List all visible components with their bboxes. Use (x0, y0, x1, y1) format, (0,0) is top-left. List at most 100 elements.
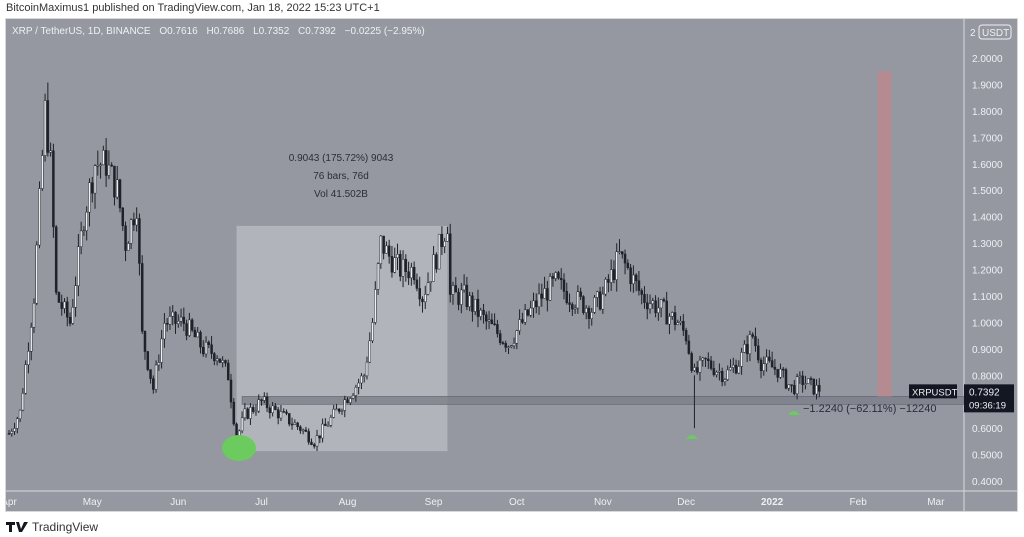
candle-body (557, 272, 560, 279)
price-tick-label: 0.4000 (972, 477, 1003, 488)
candle-body (368, 340, 371, 363)
candle-body (657, 307, 660, 314)
candle-body (587, 307, 591, 319)
candle-body (71, 307, 75, 324)
symbol-label[interactable]: XRP / TetherUS, 1D, BINANCE (12, 26, 151, 37)
candle-body (324, 423, 327, 426)
candle-body (779, 368, 782, 378)
current-low-marker (788, 411, 800, 415)
candle-body (271, 405, 274, 414)
candle-body (7, 433, 11, 435)
candle-body (177, 320, 180, 324)
candle-body (687, 340, 691, 354)
chart-panel[interactable]: 2.0000 1.9000 1.8000 1.7000 1.6000 1.5000 1.40… (1, 18, 1018, 512)
candle-body (335, 408, 338, 411)
candle-body (382, 235, 385, 254)
candle-body (226, 362, 230, 381)
candle-body (213, 353, 216, 362)
candle-body (24, 364, 27, 394)
candle-body (593, 297, 596, 313)
candle-body (57, 292, 61, 303)
price-tick-label: 0.5000 (972, 451, 1003, 462)
candle-body (579, 291, 582, 297)
candle-body (293, 422, 297, 425)
candle-body (465, 284, 469, 307)
candle-body (812, 378, 815, 395)
candle-body (726, 369, 729, 380)
candle-body (523, 309, 527, 323)
candle-body (487, 319, 491, 322)
candle-body (149, 369, 152, 379)
candle-body (188, 319, 191, 336)
candle-body (74, 285, 77, 308)
candle-body (435, 254, 438, 270)
candle-body (695, 367, 699, 373)
candle-body (440, 233, 444, 247)
candle-body (179, 316, 183, 322)
candle-body (582, 296, 585, 313)
price-chart[interactable]: 2.0000 1.9000 1.8000 1.7000 1.6000 1.5000 1.40… (1, 19, 1017, 511)
candle-body (798, 375, 802, 378)
candle-body (32, 302, 36, 328)
time-tick-label: Sep (425, 497, 443, 508)
candle-body (493, 323, 496, 326)
candle-body (460, 289, 463, 305)
candle-body (13, 428, 16, 432)
candle-body (254, 410, 258, 413)
publisher-line: BitcoinMaximus1 published on TradingView… (6, 2, 380, 14)
candle-body (343, 399, 347, 411)
candle-body (740, 352, 743, 367)
candle-body (615, 251, 618, 280)
december-low-marker (686, 435, 698, 439)
time-tick-label: May (83, 497, 102, 508)
candle-body (263, 396, 266, 401)
candle-body (404, 258, 408, 272)
candle-body (288, 413, 291, 425)
candle-body (682, 321, 685, 331)
candle-body (598, 291, 602, 310)
candle-body (498, 333, 502, 343)
candle-body (310, 441, 313, 445)
candle-body (601, 293, 605, 310)
candle-body (199, 332, 202, 348)
time-tick-label: Jun (170, 497, 186, 508)
candle-body (795, 376, 799, 395)
change-value: −0.0225 (−2.95%) (344, 26, 425, 37)
candle-body (537, 293, 541, 308)
candle-body (637, 280, 641, 291)
tradingview-logo-icon (6, 522, 28, 532)
candle-body (121, 207, 125, 227)
price-tick-label: 2.0000 (972, 54, 1003, 65)
candle-body (754, 336, 757, 347)
candle-body (193, 329, 197, 338)
candle-body (510, 345, 513, 347)
candle-body (618, 251, 621, 253)
candle-body (651, 300, 655, 305)
candle-body (107, 164, 111, 176)
candle-body (612, 269, 616, 280)
candle-body (770, 360, 774, 368)
candle-body (448, 233, 452, 295)
candle-body (732, 364, 735, 368)
candle-body (301, 429, 305, 432)
symbol-tag-label: XRPUSDT (912, 387, 958, 398)
candle-body (218, 358, 222, 363)
candle-body (93, 165, 97, 194)
candle-body (63, 301, 66, 309)
candle-body (35, 244, 38, 304)
candle-body (332, 408, 335, 418)
candle-body (668, 316, 671, 325)
candle-body (276, 409, 280, 419)
candle-body (776, 369, 779, 378)
candle-body (268, 407, 272, 414)
candle-body (296, 422, 299, 427)
candle-body (462, 284, 466, 291)
measure-bars-label: 76 bars, 76d (313, 171, 369, 182)
candle-body (709, 360, 713, 369)
candle-body (204, 341, 208, 355)
candle-body (804, 383, 807, 385)
candle-body (737, 366, 741, 374)
price-tick-label: 1.0000 (972, 318, 1003, 329)
candle-body (504, 343, 507, 348)
candle-body (124, 225, 127, 251)
